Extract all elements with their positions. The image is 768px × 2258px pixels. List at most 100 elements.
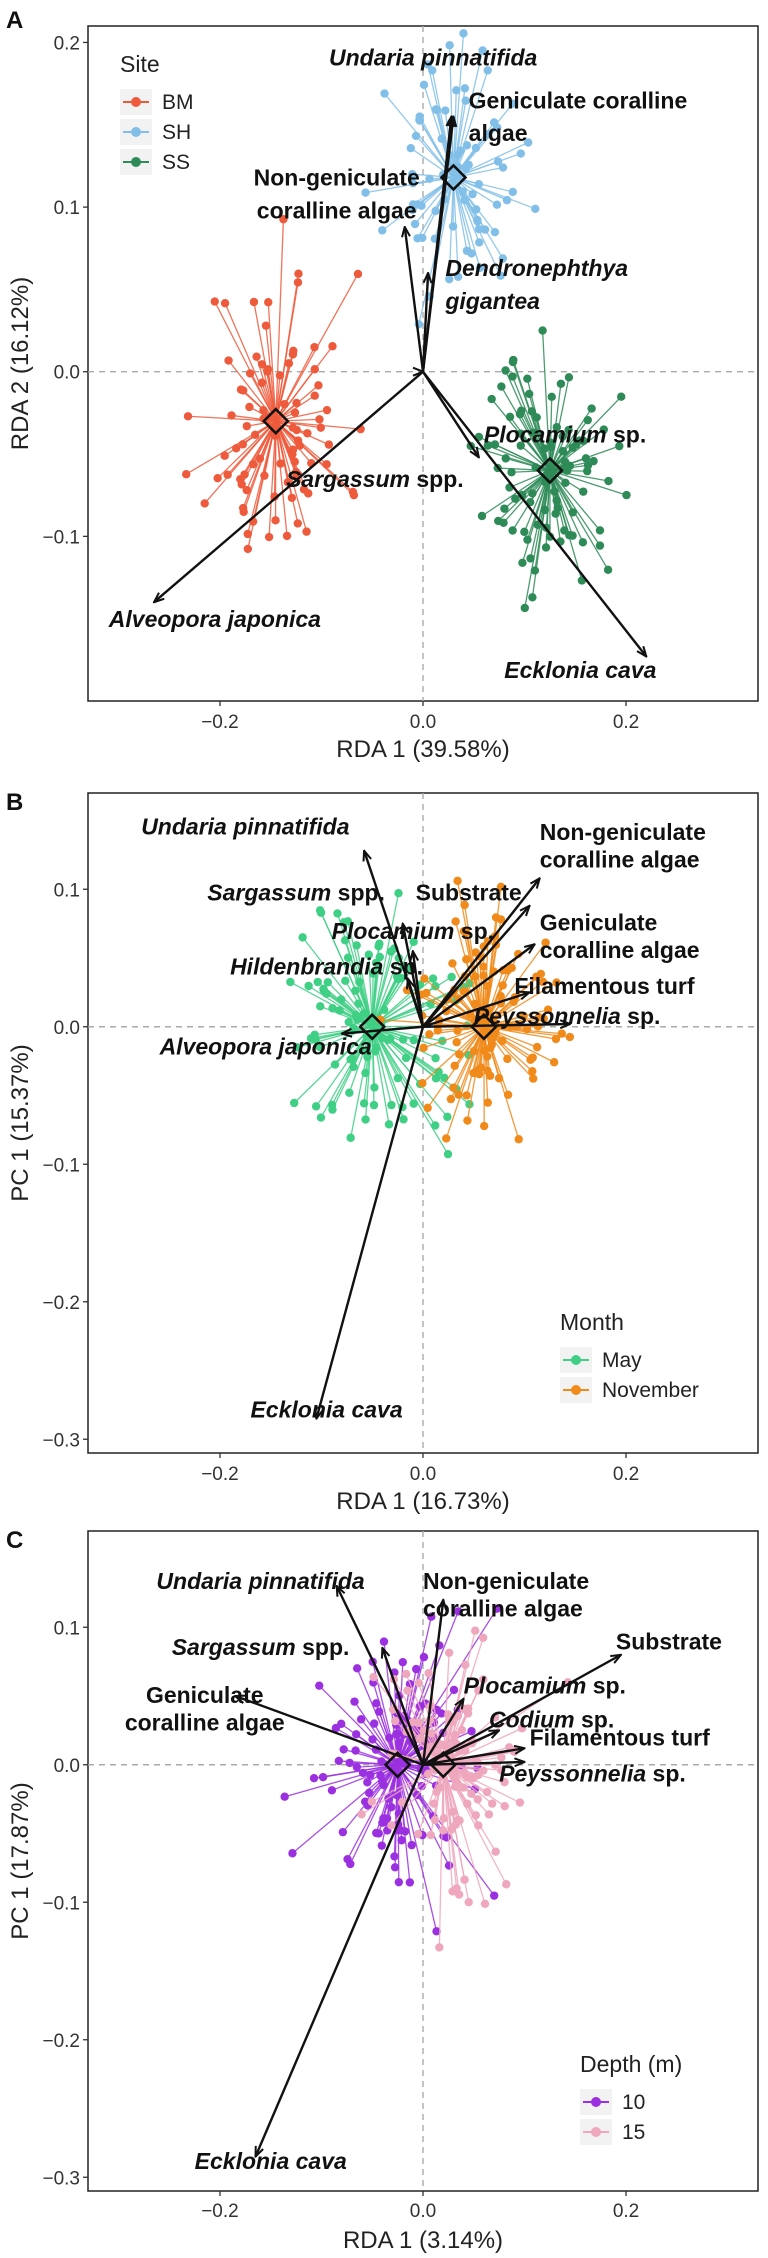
data-point <box>282 531 292 541</box>
panel-label: C <box>6 1527 23 1554</box>
data-point <box>316 1002 325 1011</box>
spider-line <box>397 1764 423 1787</box>
species-label: Non-geniculate <box>254 165 420 191</box>
data-point <box>429 1799 439 1808</box>
data-point <box>587 404 596 413</box>
data-point <box>560 526 569 535</box>
species-label: Undaria pinnatifida <box>329 45 538 71</box>
spider-line <box>375 1749 398 1766</box>
y-tick-label: −0.3 <box>42 2168 80 2189</box>
data-point <box>376 1771 385 1780</box>
data-point <box>400 1827 410 1836</box>
data-point <box>223 470 232 479</box>
legend-key-dot <box>131 157 141 167</box>
data-point <box>339 1745 348 1754</box>
data-point <box>431 1053 440 1063</box>
loading-arrow <box>421 1600 443 1765</box>
data-point <box>579 487 588 496</box>
spider-line <box>452 150 462 178</box>
data-point <box>452 86 461 95</box>
spider-line <box>430 1733 444 1765</box>
spider-line <box>442 1764 454 1892</box>
data-point <box>498 254 508 263</box>
data-point <box>454 1090 463 1099</box>
data-layer <box>235 1586 621 2157</box>
loading-arrow <box>154 370 424 602</box>
data-point <box>380 89 389 98</box>
y-tick-label: 0.0 <box>54 1018 80 1039</box>
species-label: Undaria pinnatifida <box>141 813 350 839</box>
spider-line <box>327 981 373 1028</box>
data-point <box>310 391 319 400</box>
legend: Depth (m) 10 15 <box>580 2051 682 2145</box>
data-point <box>343 917 353 926</box>
spider-line <box>397 1764 424 1836</box>
loading-arrow <box>405 227 425 372</box>
data-point <box>528 489 537 498</box>
y-tick-label: −0.1 <box>42 1893 80 1914</box>
data-point <box>515 1798 525 1807</box>
loading-arrow <box>316 1026 425 1419</box>
data-point <box>379 1637 389 1646</box>
data-point <box>323 978 333 987</box>
data-point <box>583 415 592 425</box>
data-point <box>536 969 546 979</box>
data-point <box>443 1149 453 1159</box>
data-point <box>220 299 230 308</box>
data-point <box>543 1005 553 1014</box>
data-point <box>449 1083 458 1092</box>
data-point <box>595 526 605 535</box>
data-point <box>500 504 509 513</box>
spider-line <box>549 436 564 471</box>
spider-line <box>483 942 547 1028</box>
spider-line <box>275 273 359 422</box>
species-label: Substrate <box>416 879 522 905</box>
data-point <box>582 466 592 476</box>
legend-entry: May <box>602 1349 642 1372</box>
species-label: Sargassum spp. <box>172 1634 350 1660</box>
spider-line <box>228 360 277 422</box>
spider-line <box>275 420 308 532</box>
spider-line <box>266 371 277 422</box>
species-label: coralline algae <box>540 937 700 963</box>
data-point <box>200 499 209 508</box>
data-point <box>414 1678 424 1688</box>
data-point <box>368 1735 377 1744</box>
spider-line <box>331 1026 373 1110</box>
centroid-marker <box>536 456 564 485</box>
spider-line <box>483 919 502 1027</box>
x-tick-label: −0.2 <box>201 1464 239 1485</box>
data-point <box>378 1818 387 1827</box>
data-point <box>500 1777 509 1787</box>
data-point <box>345 1758 354 1768</box>
data-point <box>558 447 568 456</box>
data-point <box>471 948 480 957</box>
spider-line <box>356 1764 398 1768</box>
data-point <box>528 593 537 602</box>
data-point <box>409 937 418 947</box>
data-point <box>271 516 280 525</box>
spider-line <box>452 177 486 230</box>
data-point <box>514 1135 523 1144</box>
data-point <box>242 421 252 431</box>
data-point <box>406 143 416 153</box>
data-point <box>474 224 484 234</box>
spider-line <box>371 943 380 1027</box>
data-point <box>496 915 506 924</box>
data-point <box>338 1827 348 1837</box>
spider-line <box>387 1764 399 1799</box>
spider-line <box>371 951 392 1027</box>
data-point <box>480 1899 490 1909</box>
data-point <box>467 1727 476 1736</box>
data-point <box>363 1778 372 1787</box>
legend-title: Depth (m) <box>580 2051 682 2077</box>
data-point <box>520 603 529 613</box>
spider-line <box>396 1764 438 1932</box>
data-point <box>459 29 468 38</box>
data-point <box>444 1861 454 1870</box>
spider-line <box>224 302 277 422</box>
spider-line <box>427 1026 485 1109</box>
spider-line <box>397 1764 437 1787</box>
data-point <box>243 529 252 539</box>
data-point <box>350 1697 359 1706</box>
